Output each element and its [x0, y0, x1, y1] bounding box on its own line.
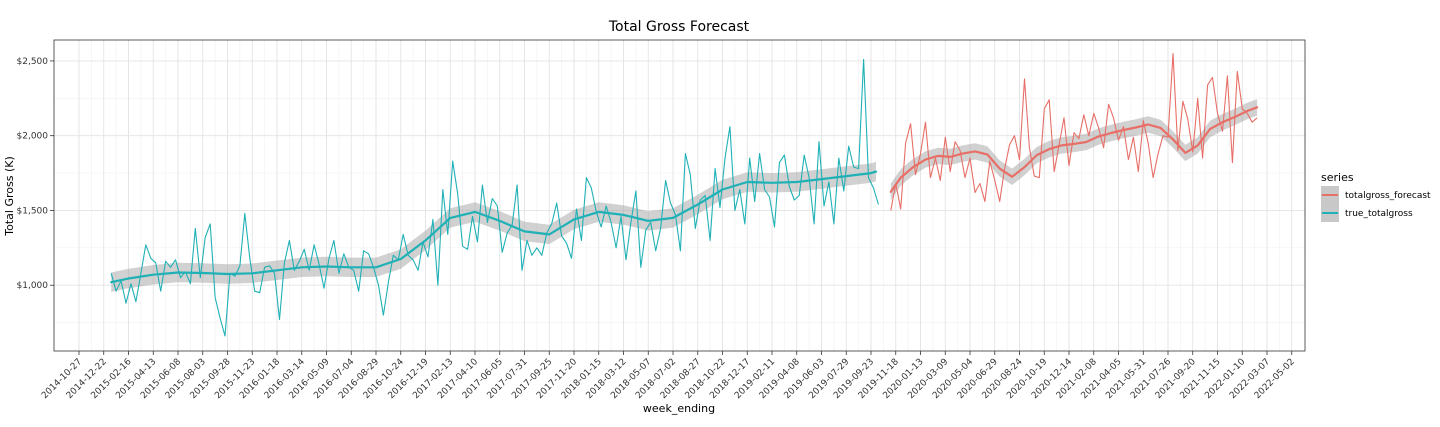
raw-line-true_totalgross: [110, 58, 879, 337]
confidence-bands: [111, 99, 1258, 292]
x-axis-title: week_ending: [643, 402, 715, 415]
raw-series-lines: [110, 52, 1258, 337]
panel-border: [53, 39, 1306, 352]
raw-line-totalgross_forecast: [890, 52, 1258, 211]
legend-item-true: true_totalgross: [1321, 204, 1413, 222]
y-tick-label: $2,500: [17, 57, 49, 67]
grid-major: [54, 40, 1305, 351]
y-axis: $1,000 $1,500 $2,000 $2,500: [17, 57, 54, 291]
y-axis-title: Total Gross (K): [3, 156, 16, 236]
smooth-line-true_totalgross: [110, 170, 878, 284]
y-tick-label: $1,500: [17, 206, 49, 216]
legend: series totalgross_forecast true_totalgro…: [1321, 171, 1431, 222]
confidence-band-true_totalgross: [111, 161, 876, 292]
legend-label-forecast: totalgross_forecast: [1345, 191, 1431, 201]
legend-title: series: [1321, 171, 1354, 184]
smoothed-series-lines: [110, 106, 1259, 284]
chart-title: Total Gross Forecast: [608, 19, 750, 35]
grid-minor: [54, 40, 1305, 351]
legend-label-true: true_totalgross: [1345, 209, 1413, 219]
x-axis: 2014-10-272014-12-222015-02-162015-04-13…: [40, 351, 1297, 401]
y-tick-label: $2,000: [17, 132, 49, 142]
panel-background: [54, 40, 1305, 351]
legend-item-forecast: totalgross_forecast: [1321, 186, 1431, 204]
y-tick-label: $1,000: [17, 281, 49, 291]
confidence-band-totalgross_forecast: [890, 99, 1258, 200]
smooth-line-totalgross_forecast: [889, 106, 1259, 193]
